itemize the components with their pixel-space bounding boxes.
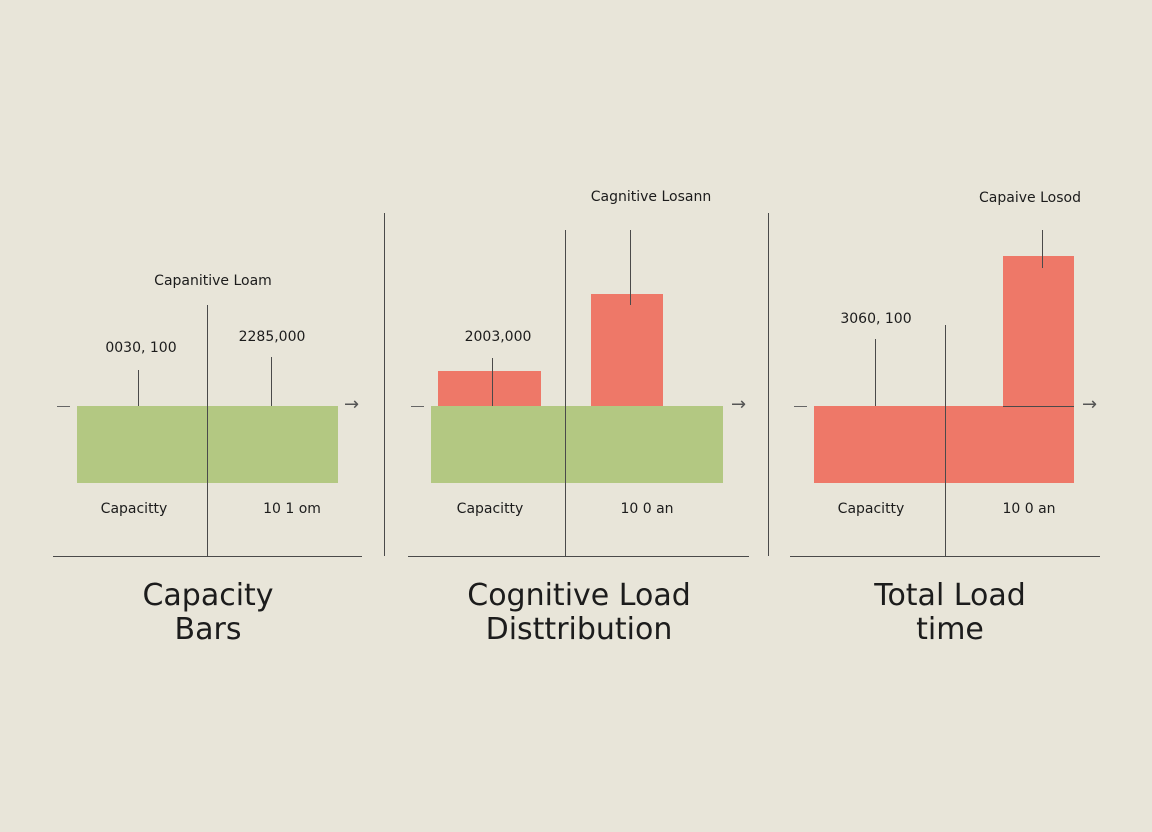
title-line: Total Load: [874, 578, 1026, 613]
leader-line: [1042, 230, 1043, 268]
title-line: Capacity: [142, 578, 274, 613]
annotation: 2285,000: [238, 329, 306, 345]
top-label: Cagnitive Losann: [590, 189, 712, 205]
axis-start-tick: [411, 406, 424, 407]
bar-load-tall: [1003, 256, 1074, 406]
axis-start-tick: [794, 406, 807, 407]
category-label: 10 1 om: [263, 501, 321, 517]
divider-line: [207, 305, 208, 556]
bar-load-small: [438, 371, 541, 406]
leader-line: [630, 230, 631, 305]
category-label: Capacitty: [837, 501, 905, 517]
bar-load: [814, 406, 1074, 483]
leader-line: [492, 358, 493, 406]
title-line: time: [916, 612, 984, 647]
leader-line: [138, 370, 139, 406]
annotation: 2003,000: [464, 329, 532, 345]
title-line: Disttribution: [485, 612, 673, 647]
title-line: Bars: [174, 612, 242, 647]
leader-line: [271, 357, 272, 406]
annotation: 3060, 100: [840, 311, 912, 327]
axis-start-tick: [57, 406, 70, 407]
bar-load-tall: [591, 294, 663, 406]
category-label: Capacitty: [456, 501, 524, 517]
bar-capacity: [431, 406, 723, 483]
baseline: [790, 556, 1100, 557]
category-label: 10 0 an: [620, 501, 674, 517]
leader-line: [875, 339, 876, 406]
panel-separator: [768, 213, 769, 556]
title-line: Cognitive Load: [467, 578, 691, 613]
top-label: Capaive Losod: [979, 190, 1081, 206]
axis-arrow-icon: →: [344, 394, 360, 415]
axis-line: [1003, 406, 1074, 407]
divider-line: [565, 230, 566, 556]
panel-title: Capacity Bars: [142, 579, 273, 647]
axis-arrow-icon: →: [1082, 394, 1098, 415]
annotation: 0030, 100: [105, 340, 177, 356]
panel-title: Total Load time: [874, 579, 1026, 647]
axis-arrow-icon: →: [731, 394, 747, 415]
divider-line: [945, 325, 946, 556]
category-label: Capacitty: [100, 501, 168, 517]
panel-title: Cognitive Load Disttribution: [467, 579, 691, 647]
baseline: [408, 556, 749, 557]
baseline: [53, 556, 362, 557]
top-label: Capanitive Loam: [154, 273, 272, 289]
category-label: 10 0 an: [1002, 501, 1056, 517]
panel-separator: [384, 213, 385, 556]
